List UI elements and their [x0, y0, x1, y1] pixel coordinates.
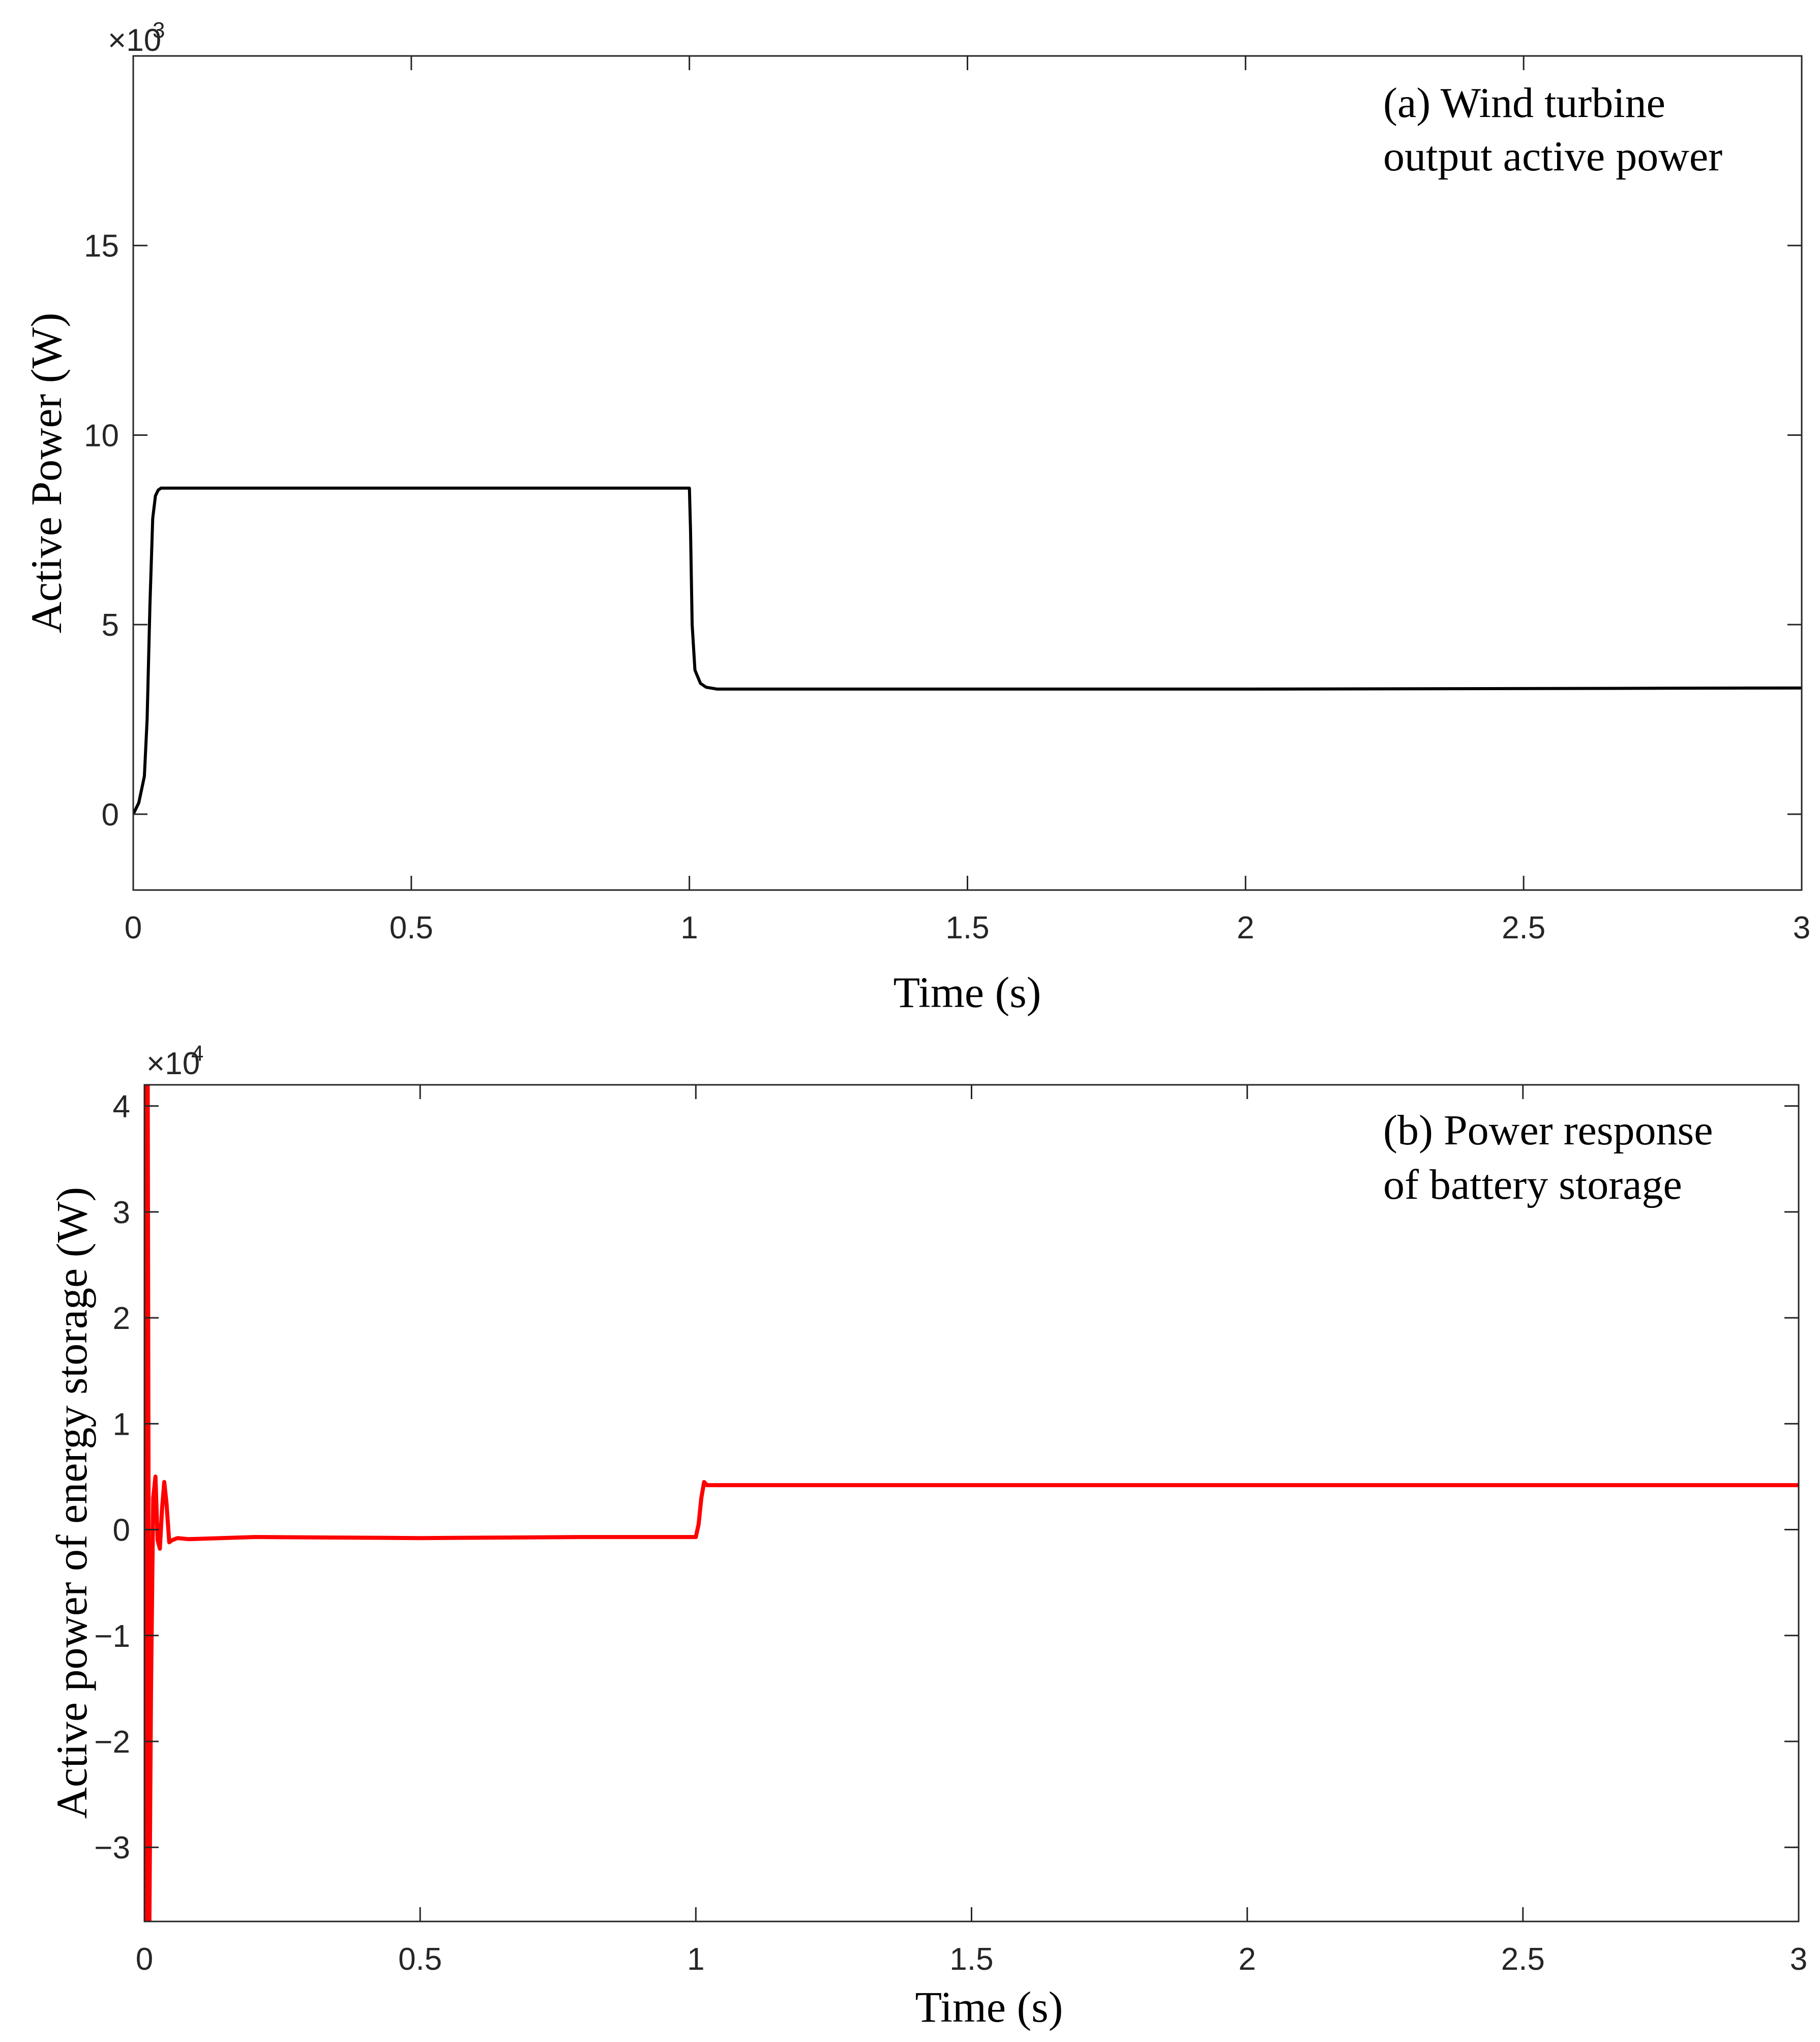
y-axis-title-b: Active power of energy storage (W) — [47, 1187, 96, 1819]
y-tick-label-b-4: 1 — [113, 1407, 130, 1442]
x-tick-label-a-2: 1 — [680, 910, 698, 945]
y-exponent-base-a: ×10 — [108, 23, 161, 58]
ticks-b: 0 0.5 1 1.5 2 2.5 3 −3 −2 −1 0 1 2 3 4 — [94, 1085, 1807, 1977]
series-line-a-0 — [133, 486, 1802, 815]
y-tick-label-b-3: 0 — [113, 1513, 130, 1548]
chart-panel-a: 0 0.5 1 1.5 2 2.5 3 0 5 10 15 ×10 3 (a) Wind turbi… — [22, 18, 1810, 1017]
x-tick-label-a-6: 3 — [1793, 910, 1810, 945]
x-axis-title-b: Time (s) — [915, 1982, 1063, 2031]
annotation-a-line1: (a) Wind turbine — [1383, 79, 1665, 127]
annotation-b-line1: (b) Power response — [1383, 1107, 1713, 1154]
y-tick-label-a-0: 0 — [102, 797, 119, 833]
y-tick-label-b-0: −3 — [94, 1830, 130, 1866]
axes-box-a — [132, 55, 1803, 891]
y-tick-label-b-1: −2 — [94, 1725, 130, 1760]
y-tick-label-b-7: 4 — [113, 1089, 130, 1124]
y-tick-label-a-3: 15 — [84, 229, 119, 264]
y-exponent-power-a: 3 — [153, 18, 165, 43]
x-axis-title-a: Time (s) — [893, 968, 1041, 1017]
x-tick-label-a-1: 0.5 — [390, 910, 433, 945]
y-tick-label-b-2: −1 — [94, 1619, 130, 1654]
axes-box-b — [143, 1084, 1800, 1922]
x-tick-label-b-1: 0.5 — [398, 1942, 442, 1977]
y-axis-title-a: Active Power (W) — [22, 313, 71, 633]
chart-panel-b: 0 0.5 1 1.5 2 2.5 3 −3 −2 −1 0 1 2 3 4 ×10 4 (b) Power… — [47, 1041, 1807, 2031]
x-tick-label-a-4: 2 — [1237, 910, 1254, 945]
series-line-b-0 — [144, 1085, 1799, 1921]
y-tick-label-b-5: 2 — [113, 1301, 130, 1336]
x-tick-label-b-5: 2.5 — [1501, 1942, 1545, 1977]
y-tick-label-b-6: 3 — [113, 1195, 130, 1230]
plot-area-b — [144, 1085, 1799, 1921]
ticks-a: 0 0.5 1 1.5 2 2.5 3 0 5 10 15 — [84, 56, 1810, 945]
x-tick-label-b-0: 0 — [136, 1942, 153, 1977]
plot-area-a — [133, 486, 1802, 815]
x-tick-label-a-5: 2.5 — [1502, 910, 1545, 945]
x-tick-label-b-6: 3 — [1790, 1942, 1807, 1977]
y-tick-label-a-2: 10 — [84, 418, 119, 453]
x-tick-label-b-2: 1 — [687, 1942, 704, 1977]
x-tick-label-b-4: 2 — [1238, 1942, 1256, 1977]
x-tick-label-b-3: 1.5 — [949, 1942, 993, 1977]
x-tick-label-a-3: 1.5 — [945, 910, 989, 945]
annotation-a-line2: output active power — [1383, 133, 1722, 180]
x-tick-label-a-0: 0 — [125, 910, 142, 945]
y-exponent-power-b: 4 — [191, 1041, 203, 1066]
y-exponent-base-b: ×10 — [146, 1046, 200, 1081]
annotation-b-line2: of battery storage — [1383, 1161, 1682, 1208]
y-tick-label-a-1: 5 — [102, 608, 119, 643]
